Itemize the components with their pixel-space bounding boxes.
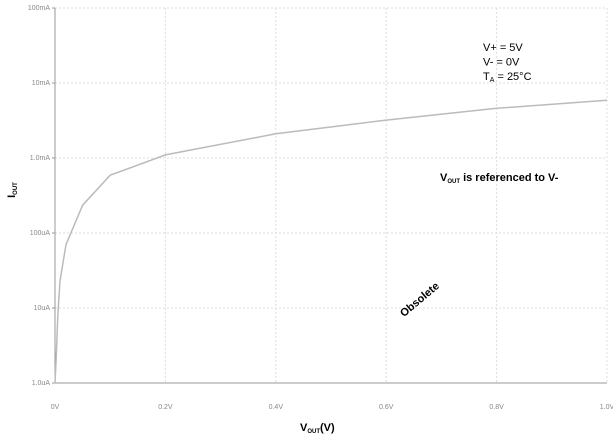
y-tick-label: 100uA [30,230,51,237]
y-axis-label-main: I [6,195,18,198]
condition: V- = 0V [483,56,520,68]
watermark: Obsolete [398,280,442,319]
condition-sub: A [490,77,495,84]
x-tick-label: 0.2V [158,404,173,411]
y-axis-label: IOUT [6,182,19,198]
x-axis-label-rest: (V) [320,422,335,434]
x-axis-label: VOUT(V) [300,422,335,435]
condition-main: V+ = 5V [483,42,523,54]
x-tick-label: 0.8V [489,404,504,411]
note-rest: is referenced to V- [460,172,559,184]
y-tick-label: 100mA [28,5,51,12]
note-main: V [440,172,448,184]
x-tick-label: 1.0V [600,404,613,411]
condition-rest: = 25°C [494,71,531,83]
x-axis-label-main: V [300,422,308,434]
x-tick-label: 0.4V [269,404,284,411]
data-line [54,99,608,384]
condition: TA = 25°C [483,71,532,84]
x-tick-label: 0.6V [379,404,394,411]
y-tick-label: 1.0mA [30,155,51,162]
y-tick-label: 10mA [32,80,51,87]
note: VOUT is referenced to V- [440,172,559,185]
y-tick-label: 1.0uA [32,380,51,387]
condition: V+ = 5V [483,42,523,54]
condition-main: V- = 0V [483,56,520,68]
y-axis-label-sub: OUT [13,182,19,195]
condition-main: T [483,71,490,83]
x-axis-label-sub: OUT [307,429,320,435]
y-tick-label: 10uA [34,305,51,312]
note-sub: OUT [447,179,460,185]
x-tick-label: 0V [51,404,60,411]
